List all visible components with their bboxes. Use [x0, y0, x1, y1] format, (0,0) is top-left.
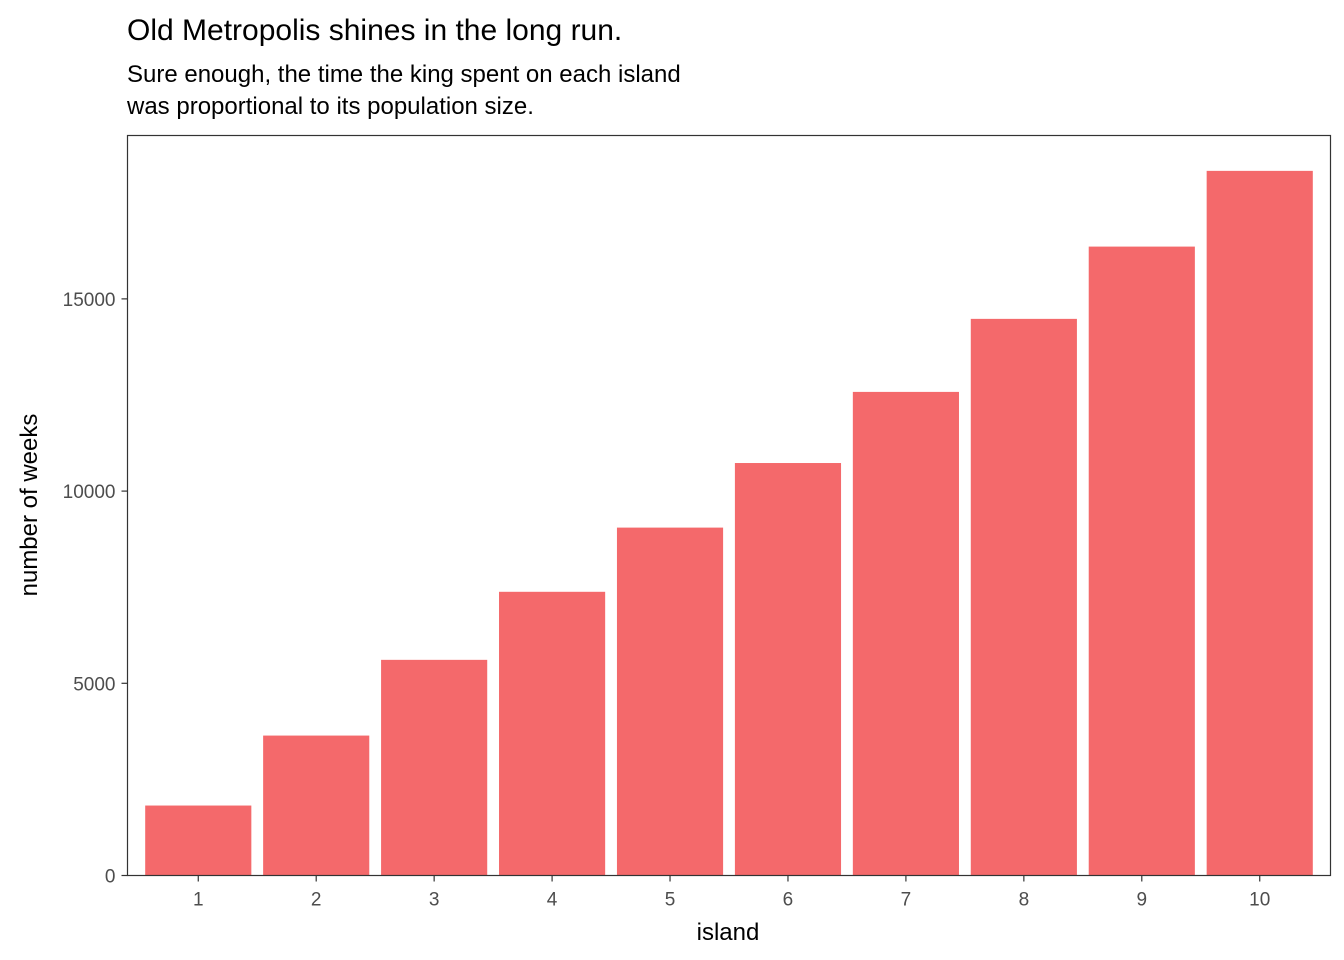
bar-island-5	[616, 527, 724, 876]
bar-island-10	[1206, 170, 1313, 876]
x-tick-label: 8	[1019, 890, 1030, 911]
chart-subtitle-line-1: Sure enough, the time the king spent on …	[127, 61, 681, 88]
x-tick-label: 3	[429, 890, 440, 911]
bar-island-4	[499, 591, 606, 876]
bar-island-6	[734, 463, 842, 876]
x-tick-label: 2	[311, 890, 322, 911]
bar-island-1	[145, 805, 252, 876]
x-tick-label: 6	[783, 890, 794, 911]
plot-panel-border	[126, 134, 1332, 877]
chart-subtitle-line-2: was proportional to its population size.	[126, 93, 534, 120]
x-tick-label: 1	[193, 890, 204, 911]
x-tick-label: 5	[665, 890, 676, 911]
bar-island-9	[1088, 246, 1195, 876]
bar-island-2	[263, 735, 370, 876]
chart-title: Old Metropolis shines in the long run.	[127, 14, 622, 47]
bar-island-7	[852, 391, 959, 876]
bars-group	[145, 170, 1313, 876]
y-tick-label: 10000	[63, 482, 116, 503]
x-axis: 1 2 3 4 5 6 7 8 9 10	[193, 875, 1270, 911]
y-tick-label: 15000	[63, 290, 116, 311]
x-axis-title: island	[697, 919, 760, 946]
y-tick-label: 5000	[73, 674, 115, 695]
x-tick-label: 7	[901, 890, 912, 911]
y-axis: 0 5000 10000 15000	[63, 290, 128, 888]
bar-island-3	[381, 659, 488, 876]
bar-island-8	[970, 318, 1077, 876]
x-tick-label: 10	[1249, 890, 1270, 911]
x-tick-label: 9	[1137, 890, 1148, 911]
y-axis-title: number of weeks	[16, 414, 43, 597]
x-tick-label: 4	[547, 890, 558, 911]
y-tick-label: 0	[105, 867, 116, 888]
